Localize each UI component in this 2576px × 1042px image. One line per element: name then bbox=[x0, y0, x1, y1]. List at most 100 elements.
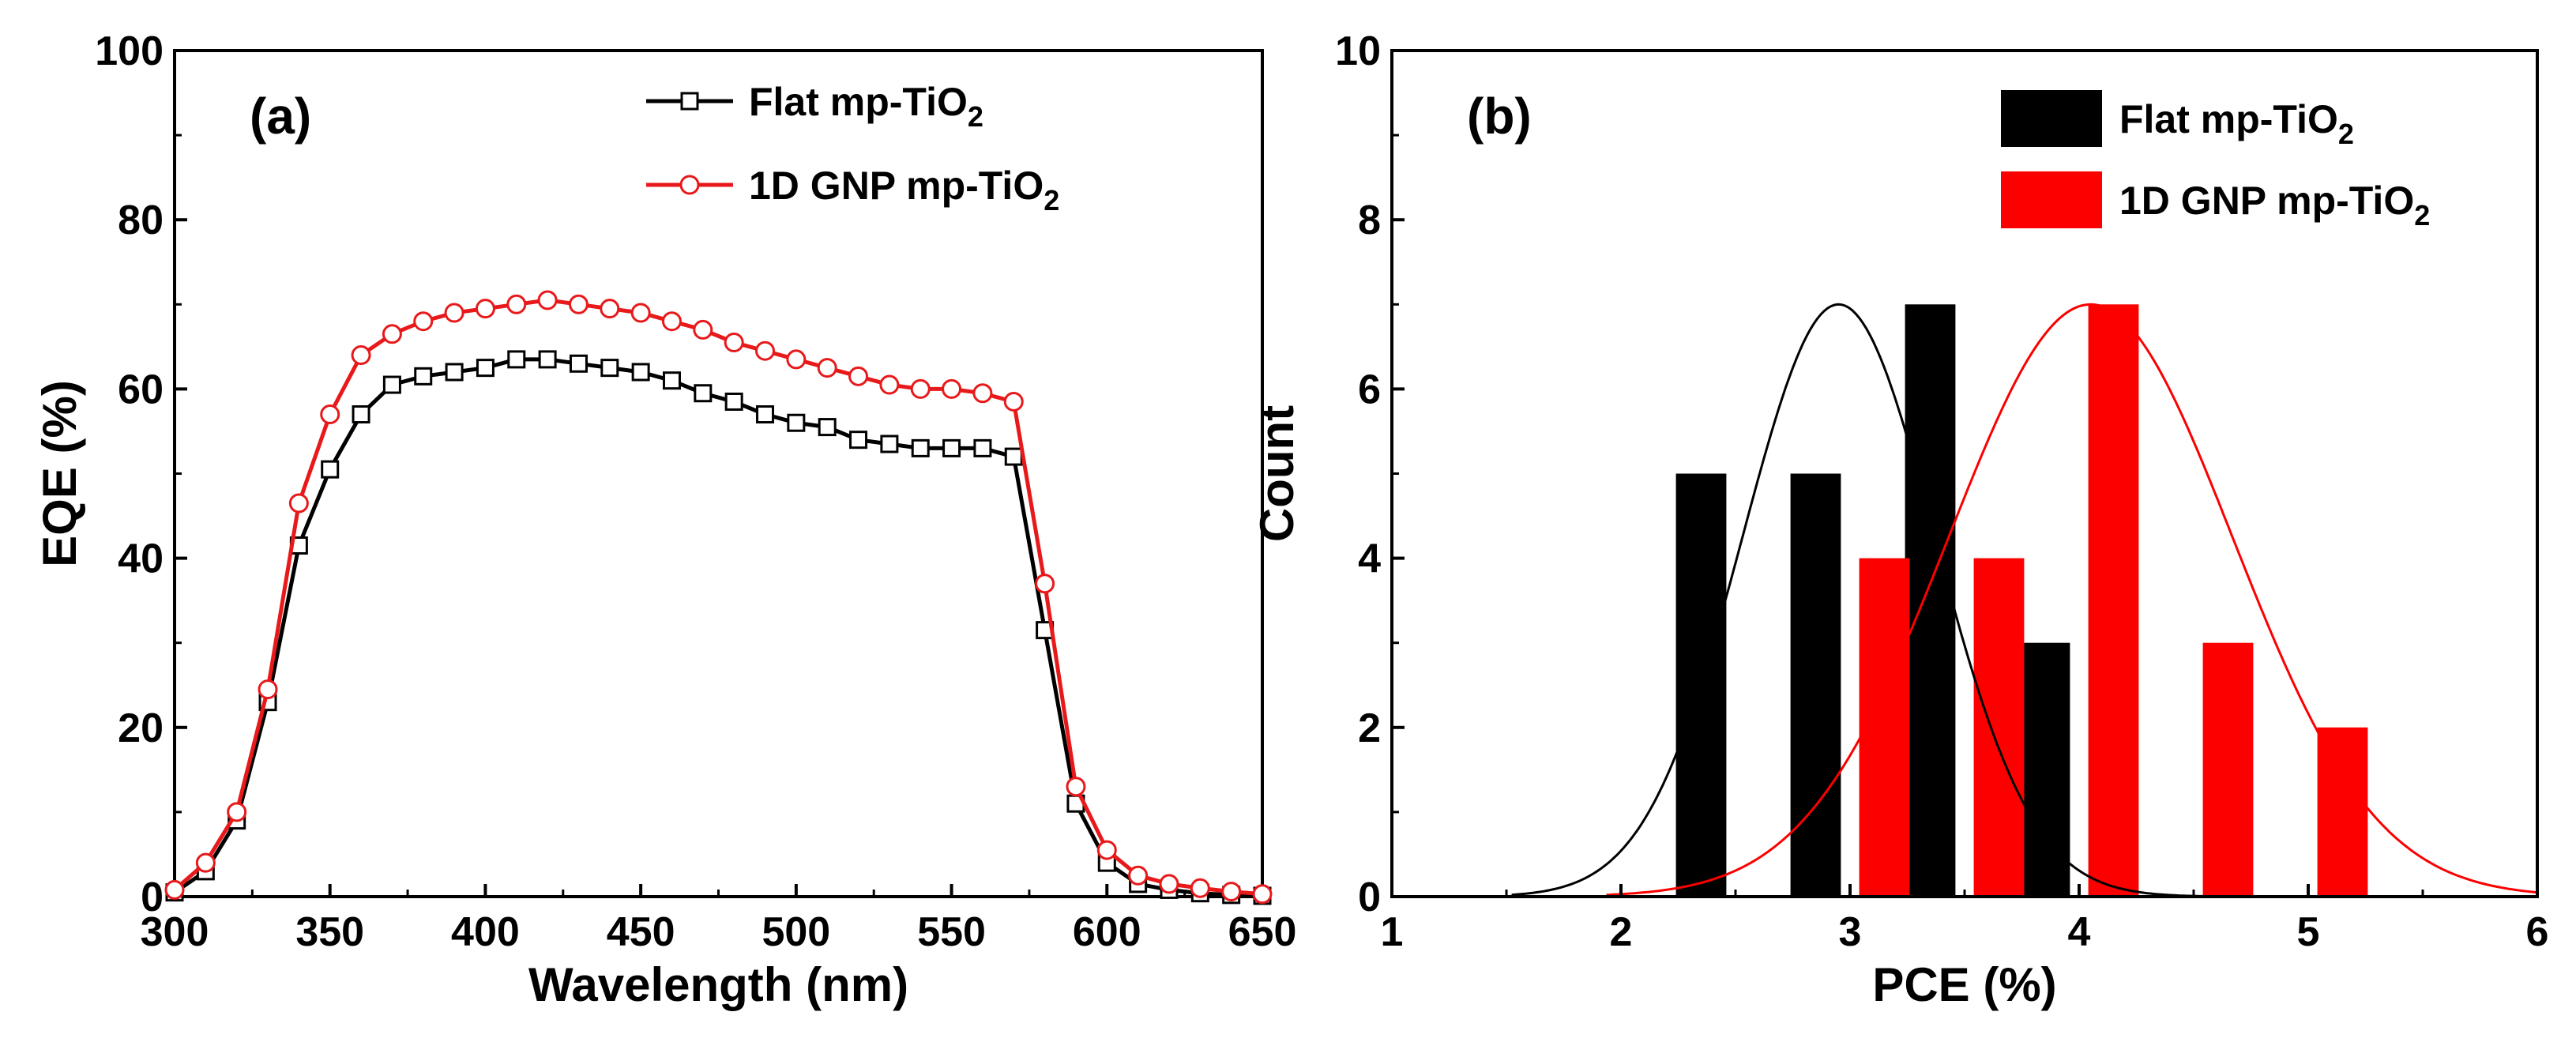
eqe-y-tick-label: 0 bbox=[141, 875, 164, 920]
legend-gnp-marker bbox=[679, 175, 700, 195]
pce-x-tick-label: 1 bbox=[1381, 909, 1404, 955]
data-point-gnp bbox=[1221, 882, 1242, 902]
legend-flat-label-text: Flat mp-TiO bbox=[749, 80, 968, 124]
data-point-gnp bbox=[1190, 878, 1210, 898]
data-point-gnp bbox=[382, 324, 402, 344]
data-point-gnp bbox=[879, 374, 900, 395]
fit-curve-gnp bbox=[1606, 303, 2538, 897]
legend-flat-b-label-subscript: 2 bbox=[2338, 118, 2354, 150]
data-point-flat bbox=[880, 434, 899, 453]
data-point-gnp bbox=[1066, 777, 1086, 797]
legend-flat-label-subscript: 2 bbox=[968, 100, 983, 133]
eqe-x-tick-label: 650 bbox=[1228, 909, 1297, 955]
pce-y-tick-label: 0 bbox=[1358, 875, 1381, 920]
data-point-gnp bbox=[972, 383, 993, 404]
data-point-gnp bbox=[537, 290, 558, 310]
eqe-x-tick-label: 600 bbox=[1073, 909, 1141, 955]
data-point-gnp bbox=[227, 802, 247, 822]
eqe-y-axis-label: EQE (%) bbox=[33, 380, 86, 567]
data-point-flat bbox=[818, 418, 837, 437]
data-point-flat bbox=[973, 438, 992, 457]
data-point-flat bbox=[321, 460, 340, 479]
data-point-flat bbox=[662, 371, 681, 390]
eqe-x-tick-label: 500 bbox=[762, 909, 830, 955]
legend-flat-b-swatch bbox=[2001, 90, 2102, 147]
data-point-gnp bbox=[288, 493, 309, 513]
pce-panel-label: (b) bbox=[1467, 88, 1532, 145]
eqe-y-tick-label: 60 bbox=[118, 367, 164, 412]
legend-flat-marker bbox=[680, 92, 699, 111]
data-point-gnp bbox=[164, 879, 185, 900]
data-point-gnp bbox=[630, 303, 651, 323]
data-point-flat bbox=[569, 354, 588, 373]
data-point-flat bbox=[756, 405, 775, 424]
data-point-flat bbox=[942, 438, 961, 457]
data-point-flat bbox=[1004, 447, 1023, 466]
legend-gnp-label: 1D GNP mp-TiO2 bbox=[749, 164, 1059, 216]
pce-x-tick-label: 6 bbox=[2526, 909, 2549, 955]
legend-flat-b-label: Flat mp-TiO2 bbox=[2119, 97, 2354, 150]
pce-y-axis-label: Count bbox=[1250, 405, 1303, 542]
legend-flat-label: Flat mp-TiO2 bbox=[749, 80, 983, 133]
data-point-gnp bbox=[600, 299, 620, 319]
data-point-gnp bbox=[1035, 574, 1055, 594]
eqe-x-tick-label: 300 bbox=[141, 909, 209, 955]
pce-y-tick-label: 8 bbox=[1358, 197, 1381, 243]
data-point-flat bbox=[507, 350, 526, 369]
pce-x-tick-label: 2 bbox=[1610, 909, 1633, 955]
bar-gnp bbox=[2317, 727, 2368, 897]
data-point-flat bbox=[787, 413, 806, 432]
data-point-gnp bbox=[351, 345, 371, 366]
eqe-y-tick-label: 40 bbox=[118, 536, 164, 582]
data-point-gnp bbox=[1096, 840, 1117, 860]
eqe-y-tick-label: 100 bbox=[95, 28, 164, 74]
data-point-flat bbox=[911, 438, 930, 457]
data-point-flat bbox=[538, 350, 557, 369]
pce-x-tick-label: 4 bbox=[2068, 909, 2091, 955]
legend-gnp-label-text: 1D GNP mp-TiO bbox=[749, 164, 1044, 208]
data-point-gnp bbox=[724, 332, 744, 352]
data-point-flat bbox=[414, 367, 433, 386]
eqe-y-tick-label: 20 bbox=[118, 705, 164, 751]
data-point-gnp bbox=[506, 294, 527, 314]
legend-gnp-b-swatch bbox=[2001, 171, 2102, 228]
bar-flat bbox=[1905, 304, 1956, 897]
pce-y-tick-label: 10 bbox=[1335, 28, 1381, 74]
data-point-gnp bbox=[693, 319, 713, 340]
legend-gnp-b-label-text: 1D GNP mp-TiO bbox=[2119, 179, 2414, 223]
bar-gnp bbox=[1859, 558, 1910, 897]
pce-y-tick-label: 4 bbox=[1358, 536, 1381, 582]
data-point-gnp bbox=[755, 340, 776, 361]
data-point-gnp bbox=[195, 852, 216, 873]
pce-x-tick-label: 3 bbox=[1839, 909, 1862, 955]
data-point-gnp bbox=[848, 366, 869, 386]
bar-gnp bbox=[1973, 558, 2025, 897]
data-point-gnp bbox=[817, 358, 837, 378]
data-point-flat bbox=[382, 375, 401, 394]
legend-gnp-label-subscript: 2 bbox=[1044, 184, 1059, 216]
data-point-gnp bbox=[1159, 874, 1179, 894]
bar-flat bbox=[1790, 473, 1841, 897]
data-point-gnp bbox=[444, 303, 464, 323]
pce-y-tick-label: 6 bbox=[1358, 367, 1381, 412]
series-line-gnp bbox=[173, 298, 1263, 897]
data-point-gnp bbox=[1128, 865, 1149, 886]
data-point-gnp bbox=[786, 349, 807, 370]
chart-panel-a: 300 350 400 450 500 550 600 650 0 20 40 60 80 100 Wave… bbox=[33, 28, 1296, 1011]
data-point-gnp bbox=[258, 679, 278, 700]
series-line-flat bbox=[173, 357, 1263, 898]
data-point-gnp bbox=[413, 311, 434, 332]
bar-flat bbox=[2019, 642, 2070, 897]
pce-x-tick-label: 5 bbox=[2297, 909, 2320, 955]
data-point-gnp bbox=[942, 378, 962, 399]
eqe-x-tick-label: 450 bbox=[607, 909, 675, 955]
eqe-y-tick-label: 80 bbox=[118, 197, 164, 243]
data-point-flat bbox=[849, 431, 868, 450]
bar-gnp bbox=[2202, 642, 2254, 897]
eqe-panel-label: (a) bbox=[250, 88, 311, 145]
legend-flat-b-label-text: Flat mp-TiO bbox=[2119, 97, 2338, 141]
data-point-gnp bbox=[1003, 391, 1024, 412]
data-point-flat bbox=[631, 363, 650, 382]
data-point-flat bbox=[445, 363, 464, 382]
data-point-gnp bbox=[1252, 884, 1273, 905]
